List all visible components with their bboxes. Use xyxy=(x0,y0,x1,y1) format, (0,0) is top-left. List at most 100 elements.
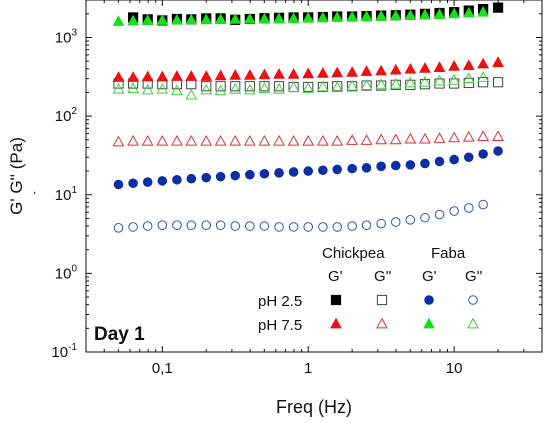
data-point xyxy=(128,178,138,189)
data-point xyxy=(449,206,459,216)
data-point xyxy=(273,134,285,146)
series-faba-pH25-storage xyxy=(113,146,503,190)
data-point xyxy=(434,78,445,89)
data-point xyxy=(287,12,300,24)
data-point xyxy=(375,9,388,21)
data-point xyxy=(171,70,183,81)
data-point xyxy=(360,65,373,76)
data-point xyxy=(245,221,255,231)
data-point xyxy=(492,77,504,88)
data-point xyxy=(405,79,416,90)
data-point xyxy=(462,6,475,18)
data-point xyxy=(449,154,459,165)
data-point xyxy=(389,63,402,75)
data-point xyxy=(201,220,212,230)
data-point xyxy=(201,172,212,183)
data-point xyxy=(186,79,197,90)
data-points xyxy=(112,2,504,233)
data-point xyxy=(215,171,226,182)
data-point xyxy=(478,199,488,210)
data-point xyxy=(346,10,359,22)
data-point xyxy=(318,165,328,176)
data-point xyxy=(433,8,446,19)
data-point xyxy=(347,221,357,231)
data-point xyxy=(405,160,416,170)
data-point xyxy=(376,161,386,172)
data-point xyxy=(302,11,315,23)
data-point xyxy=(274,222,284,232)
data-point xyxy=(127,14,140,26)
x-tick-label: 0,1 xyxy=(152,360,173,377)
data-point xyxy=(346,79,359,91)
legend-marker xyxy=(467,317,479,329)
data-point xyxy=(259,168,270,179)
data-point xyxy=(214,84,227,96)
data-point xyxy=(243,134,256,146)
data-point xyxy=(419,75,431,87)
data-point xyxy=(288,222,299,232)
y-tick-label: 101 xyxy=(55,185,78,204)
data-point xyxy=(230,81,241,92)
data-point xyxy=(229,69,242,80)
legend-marker xyxy=(423,317,435,329)
data-point xyxy=(156,14,169,25)
legend-marker xyxy=(376,294,388,306)
data-point xyxy=(274,168,284,178)
legend-group-faba: Faba xyxy=(431,245,466,262)
plot-frame xyxy=(85,0,543,353)
data-point xyxy=(478,149,488,159)
data-point xyxy=(462,72,475,84)
data-point xyxy=(389,77,402,89)
x-tick-label: 10 xyxy=(446,360,463,377)
data-point xyxy=(141,83,154,95)
legend-modulus-label: G'' xyxy=(465,268,483,285)
data-point xyxy=(448,60,461,71)
data-point xyxy=(200,13,213,25)
data-point xyxy=(332,222,343,232)
data-point xyxy=(171,13,183,25)
data-point xyxy=(433,74,446,86)
data-point xyxy=(404,132,417,144)
data-point xyxy=(463,203,474,213)
data-point xyxy=(141,70,154,82)
data-point xyxy=(404,62,417,74)
data-point xyxy=(229,82,242,94)
data-point xyxy=(200,83,213,95)
series-faba-pH75-loss xyxy=(112,71,490,100)
data-point xyxy=(331,11,344,22)
legend-group-chickpea: Chickpea xyxy=(322,245,385,262)
data-point xyxy=(419,8,431,20)
data-point xyxy=(185,88,198,100)
data-point xyxy=(243,83,256,95)
data-point xyxy=(186,220,197,230)
data-point xyxy=(141,134,154,146)
x-tick-label: 1 xyxy=(304,360,312,377)
data-point xyxy=(448,131,461,143)
data-point xyxy=(215,81,226,92)
series-faba-pH75-storage xyxy=(112,5,490,26)
data-point xyxy=(112,15,125,26)
data-point xyxy=(316,11,329,23)
data-point xyxy=(185,134,198,146)
data-point xyxy=(112,82,125,94)
data-point xyxy=(200,134,213,146)
data-point xyxy=(419,132,431,144)
data-point xyxy=(273,81,285,92)
data-point xyxy=(477,130,490,141)
data-point xyxy=(156,134,169,146)
data-point xyxy=(477,57,490,69)
legend-modulus-label: G'' xyxy=(374,268,392,285)
data-point xyxy=(157,220,168,230)
data-point xyxy=(492,2,504,13)
data-point xyxy=(332,164,343,175)
data-point xyxy=(259,221,270,231)
legend-markers xyxy=(330,294,479,329)
data-point xyxy=(448,74,461,85)
data-point xyxy=(258,68,271,80)
data-point xyxy=(128,222,138,232)
data-point xyxy=(243,69,256,80)
data-point xyxy=(127,71,140,82)
data-point xyxy=(258,82,271,93)
data-point xyxy=(419,62,431,73)
x-axis-ticks: 0,1 1 10 xyxy=(85,0,543,377)
